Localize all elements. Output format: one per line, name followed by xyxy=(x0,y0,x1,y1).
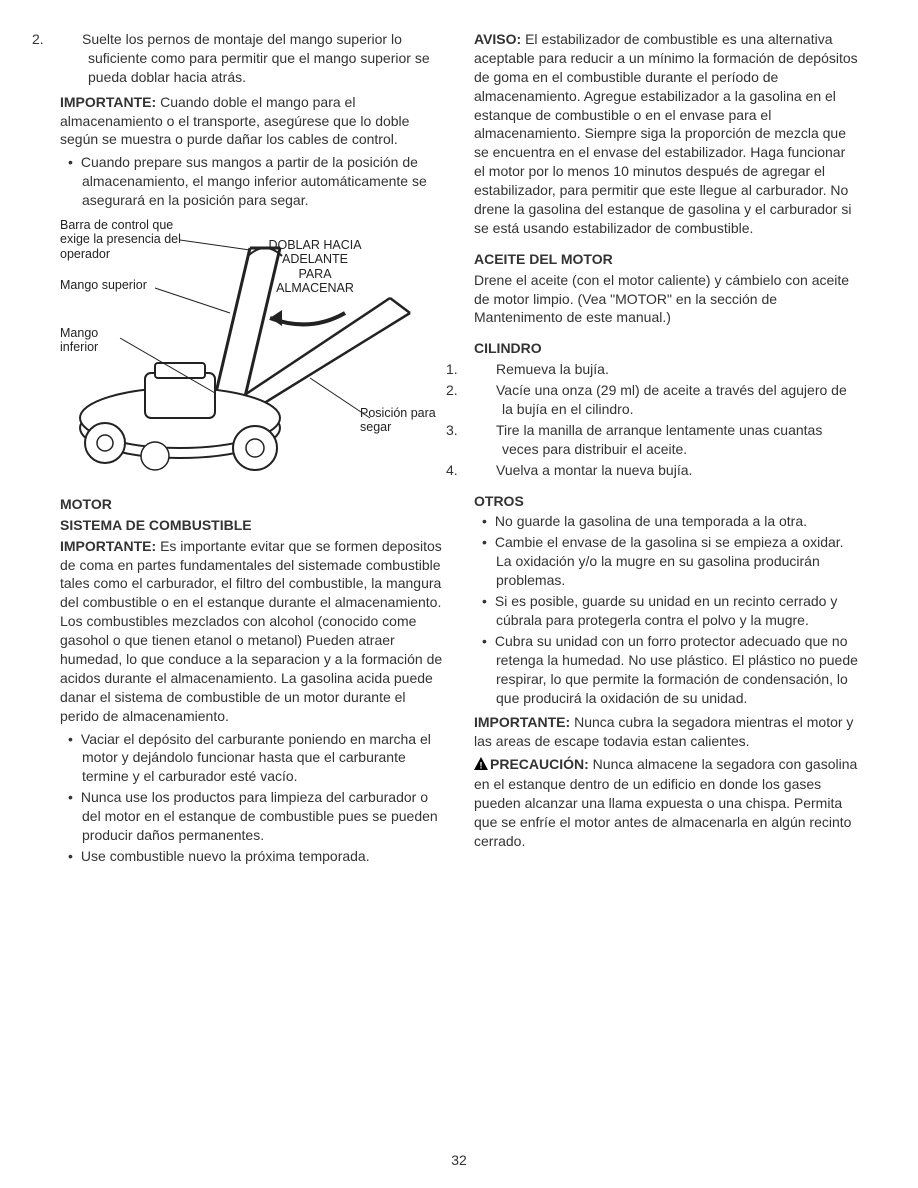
list-item: Si es posible, guarde su unidad en un re… xyxy=(474,592,858,630)
bullet-list-fuel: Vaciar el depósito del carburante ponien… xyxy=(60,730,444,866)
diagram-label-bar: Barra de control que exige la presencia … xyxy=(60,218,185,261)
mower-diagram: Barra de control que exige la presencia … xyxy=(60,218,444,483)
importante-3: IMPORTANTE: Nunca cubra la segadora mien… xyxy=(474,713,858,751)
list-item: 2.Vacíe una onza (29 ml) de aceite a tra… xyxy=(474,381,858,419)
list-item: Cambie el envase de la gasolina si se em… xyxy=(474,533,858,590)
list-item: No guarde la gasolina de una temporada a… xyxy=(474,512,858,531)
list-text: Vuelva a montar la nueva bujía. xyxy=(496,462,692,478)
left-column: 2.Suelte los pernos de montaje del mango… xyxy=(60,30,444,872)
importante-label: IMPORTANTE: xyxy=(474,714,570,730)
list-text: Si es posible, guarde su unidad en un re… xyxy=(495,593,837,628)
aceite-heading: ACEITE DEL MOTOR xyxy=(474,250,858,269)
aceite-text: Drene el aceite (con el motor caliente) … xyxy=(474,271,858,328)
otros-heading: OTROS xyxy=(474,492,858,511)
svg-text:!: ! xyxy=(480,761,483,771)
diagram-label-pos: Posición para segar xyxy=(360,406,440,435)
list-text: Cambie el envase de la gasolina si se em… xyxy=(495,534,844,588)
list-item: Cubra su unidad con un forro protector a… xyxy=(474,632,858,708)
importante-2: IMPORTANTE: Es importante evitar que se … xyxy=(60,537,444,726)
list-number: 2. xyxy=(60,30,82,49)
diagram-label-fold: DOBLAR HACIA ADELANTE PARA ALMACENAR xyxy=(265,238,365,296)
importante-label: IMPORTANTE: xyxy=(60,538,156,554)
list-text: Cubra su unidad con un forro protector a… xyxy=(495,633,858,706)
sistema-heading: SISTEMA DE COMBUSTIBLE xyxy=(60,516,444,535)
list-number: 3. xyxy=(474,421,496,440)
importante-label: IMPORTANTE: xyxy=(60,94,156,110)
diagram-label-sup: Mango superior xyxy=(60,278,160,292)
list-number: 4. xyxy=(474,461,496,480)
list-text: Tire la manilla de arranque lentamente u… xyxy=(496,422,822,457)
page-content: 2.Suelte los pernos de montaje del mango… xyxy=(60,30,858,872)
precaucion-label: PRECAUCIÓN: xyxy=(490,756,589,772)
motor-heading: MOTOR xyxy=(60,495,444,514)
list-number: 2. xyxy=(474,381,496,400)
list-item: 1.Remueva la bujía. xyxy=(474,360,858,379)
list-text: No guarde la gasolina de una temporada a… xyxy=(495,513,807,529)
list-text: Cuando prepare sus mangos a partir de la… xyxy=(81,154,427,208)
list-item: Vaciar el depósito del carburante ponien… xyxy=(60,730,444,787)
list-text: Vaciar el depósito del carburante ponien… xyxy=(81,731,431,785)
list-text: Remueva la bujía. xyxy=(496,361,609,377)
aviso-label: AVISO: xyxy=(474,31,521,47)
list-item: 2.Suelte los pernos de montaje del mango… xyxy=(60,30,444,87)
list-text: Vacíe una onza (29 ml) de aceite a travé… xyxy=(496,382,847,417)
importante-1: IMPORTANTE: Cuando doble el mango para e… xyxy=(60,93,444,150)
diagram-label-inf: Mango inferior xyxy=(60,326,120,355)
list-number: 1. xyxy=(474,360,496,379)
importante-text: Es importante evitar que se formen depos… xyxy=(60,538,442,724)
numbered-list-handle: 2.Suelte los pernos de montaje del mango… xyxy=(60,30,444,87)
aviso-text: El estabilizador de combustible es una a… xyxy=(474,31,858,236)
list-item: Nunca use los productos para limpieza de… xyxy=(60,788,444,845)
bullet-list-handle-prep: Cuando prepare sus mangos a partir de la… xyxy=(60,153,444,210)
warning-icon: ! xyxy=(474,756,488,775)
list-item: Cuando prepare sus mangos a partir de la… xyxy=(60,153,444,210)
list-item: 4.Vuelva a montar la nueva bujía. xyxy=(474,461,858,480)
right-column: AVISO: El estabilizador de combustible e… xyxy=(474,30,858,872)
list-text: Nunca use los productos para limpieza de… xyxy=(81,789,438,843)
page-number: 32 xyxy=(0,1151,918,1170)
precaucion-paragraph: ! PRECAUCIÓN: Nunca almacene la segadora… xyxy=(474,755,858,850)
cilindro-heading: CILINDRO xyxy=(474,339,858,358)
list-item: 3.Tire la manilla de arranque lentamente… xyxy=(474,421,858,459)
list-text: Use combustible nuevo la próxima tempora… xyxy=(81,848,370,864)
otros-bullets: No guarde la gasolina de una temporada a… xyxy=(474,512,858,707)
cilindro-list: 1.Remueva la bujía. 2.Vacíe una onza (29… xyxy=(474,360,858,479)
aviso-paragraph: AVISO: El estabilizador de combustible e… xyxy=(474,30,858,238)
list-item: Use combustible nuevo la próxima tempora… xyxy=(60,847,444,866)
list-text: Suelte los pernos de montaje del mango s… xyxy=(82,31,430,85)
